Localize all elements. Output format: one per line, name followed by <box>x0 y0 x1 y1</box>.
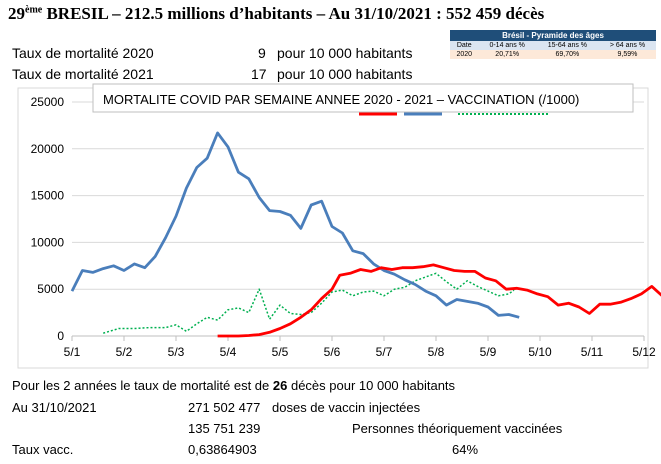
x-tick-label: 5/5 <box>272 345 289 359</box>
legend-label-vaccination: VACCINATION <box>448 92 535 107</box>
x-tick-label: 5/2 <box>116 345 133 359</box>
summary-line-1: Pour les 2 années le taux de mortalité e… <box>12 378 456 393</box>
x-tick-label: 5/6 <box>324 345 341 359</box>
vacc-rate-value: 0,63864903 <box>188 442 257 457</box>
vacc-rate-label: Taux vacc. <box>12 442 74 457</box>
page-title: 29ème BRESIL – 212.5 millions d’habitant… <box>8 4 544 24</box>
age-pyramid-table: Brésil - Pyramide des âges Date 0-14 ans… <box>450 30 656 59</box>
pyramid-col-0-14: 0-14 ans % <box>478 41 536 50</box>
x-tick-label: 5/1 <box>64 345 81 359</box>
x-tick-label: 5/8 <box>428 345 445 359</box>
pyramid-title: Brésil - Pyramide des âges <box>450 30 656 41</box>
x-tick-label: 5/10 <box>528 345 552 359</box>
y-tick-label: 15000 <box>31 189 65 203</box>
people-label: Personnes théoriquement vaccinées <box>352 421 563 436</box>
mortality-value-2021: 17 <box>251 66 267 82</box>
pyramid-cell-15-64: 69,70% <box>535 50 599 59</box>
y-tick-label: 25000 <box>31 95 65 109</box>
doses-label: doses de vaccin injectées <box>272 400 421 415</box>
series-line-2020 <box>217 263 661 338</box>
legend-label-2021: 2021 <box>404 92 433 107</box>
doses-value: 271 502 477 <box>188 400 261 415</box>
x-tick-label: 5/4 <box>220 345 237 359</box>
pyramid-col-date: Date <box>450 41 479 50</box>
mortality-unit-2021: pour 10 000 habitants <box>277 66 413 82</box>
legend-label-2020: 2020 <box>364 92 393 107</box>
vacc-rate-percent: 64% <box>452 442 479 457</box>
y-tick-label: 10000 <box>31 235 65 249</box>
y-tick-label: 5000 <box>37 282 64 296</box>
pyramid-col-64plus: > 64 ans % <box>598 41 656 50</box>
pyramid-cell-0-14: 20,71% <box>478 50 536 59</box>
chart-grid <box>72 101 644 337</box>
series-line-vaccination <box>102 272 515 334</box>
pyramid-col-15-64: 15-64 ans % <box>535 41 599 50</box>
country-title: BRESIL – 212.5 millions d’habitants – Au… <box>46 4 545 23</box>
x-tick-label: 5/7 <box>376 345 393 359</box>
x-axis-ticks: 5/1 5/2 5/3 5/4 5/5 5/6 5/7 5/8 5/9 5/10 5/11 5/12 <box>64 335 656 359</box>
y-tick-label: 20000 <box>31 142 65 156</box>
summary-date: Au 31/10/2021 <box>12 400 97 415</box>
mortality-value-2020: 9 <box>258 45 266 61</box>
series-line-2021 <box>70 131 520 319</box>
rank-number: 29 <box>8 4 25 23</box>
rank-suffix: ème <box>25 4 43 16</box>
total-rate-value: 26 <box>272 378 288 393</box>
legend-box <box>92 83 634 113</box>
y-tick-label: 0 <box>57 329 64 343</box>
x-tick-label: 5/3 <box>168 345 185 359</box>
pyramid-cell-64plus: 9,59% <box>598 50 656 59</box>
x-tick-label: 5/9 <box>480 345 497 359</box>
x-tick-label: 5/12 <box>632 345 656 359</box>
y-axis-ticks: 0 5000 10000 15000 20000 25000 <box>31 95 65 343</box>
pyramid-cell-date: 2020 <box>450 50 479 59</box>
people-value: 135 751 239 <box>188 421 261 436</box>
chart-title: MORTALITE COVID PAR SEMAINE ANNEE 2020 -… <box>103 92 579 107</box>
chart-series <box>70 131 661 338</box>
mortality-label: Taux de mortalité 2021 <box>12 66 154 82</box>
mortality-row-2021: Taux de mortalité 2021 <box>12 66 154 82</box>
mortality-row-2020: Taux de mortalité 2020 <box>12 45 154 61</box>
x-tick-label: 5/11 <box>581 345 604 359</box>
mortality-label: Taux de mortalité 2020 <box>12 45 154 61</box>
mortality-unit-2020: pour 10 000 habitants <box>277 45 413 61</box>
